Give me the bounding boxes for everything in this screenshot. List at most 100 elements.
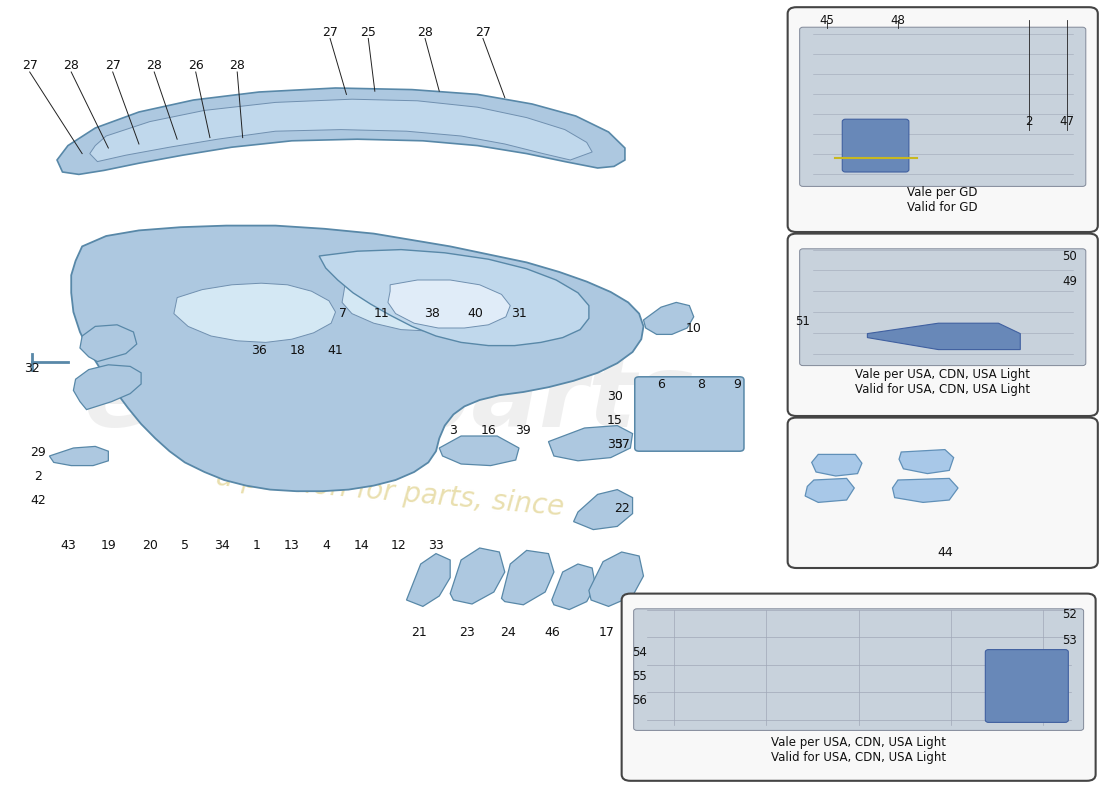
- Polygon shape: [57, 88, 625, 174]
- Text: 27: 27: [104, 59, 121, 72]
- Polygon shape: [50, 446, 109, 466]
- FancyBboxPatch shape: [635, 377, 744, 451]
- Text: 49: 49: [1062, 275, 1077, 288]
- Text: 14: 14: [354, 539, 370, 552]
- Polygon shape: [72, 226, 644, 491]
- FancyBboxPatch shape: [843, 119, 909, 172]
- Text: 23: 23: [459, 626, 474, 638]
- Text: 29: 29: [31, 446, 46, 458]
- FancyBboxPatch shape: [800, 249, 1086, 366]
- Text: 30: 30: [607, 390, 623, 402]
- Text: 44: 44: [937, 546, 953, 558]
- Text: 28: 28: [417, 26, 433, 38]
- Text: 55: 55: [631, 670, 647, 682]
- Text: 9: 9: [734, 378, 741, 390]
- Text: 48: 48: [891, 14, 905, 26]
- Text: 28: 28: [229, 59, 245, 72]
- Polygon shape: [319, 250, 588, 346]
- Text: 28: 28: [64, 59, 79, 72]
- Text: 40: 40: [468, 307, 483, 320]
- Text: 46: 46: [543, 626, 560, 638]
- Polygon shape: [502, 550, 554, 605]
- Text: 53: 53: [1062, 634, 1077, 646]
- Polygon shape: [644, 302, 694, 334]
- Text: 31: 31: [512, 307, 527, 320]
- Polygon shape: [174, 283, 336, 342]
- Text: a passion for parts, since: a passion for parts, since: [214, 463, 565, 521]
- FancyBboxPatch shape: [788, 418, 1098, 568]
- Text: 3: 3: [450, 424, 458, 437]
- Text: 18: 18: [289, 344, 305, 357]
- Text: 19: 19: [100, 539, 117, 552]
- Text: 2: 2: [34, 470, 43, 482]
- Text: 47: 47: [1059, 115, 1075, 128]
- Text: 37: 37: [614, 438, 629, 450]
- Text: 26: 26: [188, 59, 204, 72]
- Text: 13: 13: [284, 539, 299, 552]
- Text: 52: 52: [1062, 608, 1077, 621]
- Text: 38: 38: [424, 307, 440, 320]
- Text: 20: 20: [142, 539, 157, 552]
- Text: 34: 34: [214, 539, 230, 552]
- Text: 15: 15: [607, 414, 623, 426]
- Polygon shape: [899, 450, 954, 474]
- Text: Vale per USA, CDN, USA Light
Valid for USA, CDN, USA Light: Vale per USA, CDN, USA Light Valid for U…: [771, 736, 946, 765]
- Polygon shape: [892, 478, 958, 502]
- Text: 16: 16: [481, 424, 496, 437]
- Text: 10: 10: [685, 322, 702, 334]
- Text: 24: 24: [500, 626, 516, 638]
- Text: 7: 7: [339, 307, 348, 320]
- Text: eurosparts: eurosparts: [84, 351, 696, 449]
- Text: 17: 17: [598, 626, 614, 638]
- Polygon shape: [388, 280, 510, 328]
- Text: 22: 22: [614, 502, 629, 514]
- FancyBboxPatch shape: [621, 594, 1096, 781]
- FancyBboxPatch shape: [634, 609, 1084, 730]
- Text: 1: 1: [253, 539, 261, 552]
- Text: 35: 35: [607, 438, 623, 450]
- Text: 54: 54: [631, 646, 647, 658]
- Polygon shape: [812, 454, 862, 476]
- Text: 56: 56: [631, 694, 647, 706]
- Text: 27: 27: [475, 26, 491, 38]
- Text: 43: 43: [60, 539, 76, 552]
- Text: 33: 33: [428, 539, 444, 552]
- Polygon shape: [805, 478, 855, 502]
- Text: 39: 39: [516, 424, 531, 437]
- Text: 45: 45: [820, 14, 835, 26]
- Polygon shape: [74, 365, 141, 410]
- Text: 12: 12: [390, 539, 407, 552]
- Polygon shape: [439, 436, 519, 466]
- Text: 27: 27: [322, 26, 338, 38]
- Text: 2: 2: [1025, 115, 1033, 128]
- Text: 50: 50: [1062, 250, 1077, 262]
- Text: 4: 4: [322, 539, 331, 552]
- Text: Vale per GD
Valid for GD: Vale per GD Valid for GD: [908, 186, 978, 214]
- Text: 8: 8: [697, 378, 705, 390]
- Text: 21: 21: [410, 626, 427, 638]
- FancyBboxPatch shape: [788, 7, 1098, 232]
- Polygon shape: [868, 323, 1021, 350]
- FancyBboxPatch shape: [800, 27, 1086, 186]
- Text: Vale per USA, CDN, USA Light
Valid for USA, CDN, USA Light: Vale per USA, CDN, USA Light Valid for U…: [855, 367, 1031, 395]
- Text: 51: 51: [795, 315, 811, 328]
- FancyBboxPatch shape: [986, 650, 1068, 722]
- Polygon shape: [552, 564, 595, 610]
- Text: 11: 11: [374, 307, 389, 320]
- FancyBboxPatch shape: [788, 234, 1098, 416]
- Polygon shape: [342, 267, 513, 331]
- Text: 27: 27: [22, 59, 37, 72]
- Text: 42: 42: [31, 494, 46, 506]
- Polygon shape: [588, 552, 643, 606]
- Polygon shape: [80, 325, 136, 362]
- Polygon shape: [407, 554, 450, 606]
- Text: 41: 41: [328, 344, 343, 357]
- Text: 6: 6: [657, 378, 664, 390]
- Polygon shape: [450, 548, 505, 604]
- Text: 5: 5: [180, 539, 189, 552]
- Polygon shape: [573, 490, 632, 530]
- Polygon shape: [90, 99, 592, 162]
- Text: 32: 32: [24, 362, 40, 374]
- Text: 28: 28: [146, 59, 162, 72]
- Text: 25: 25: [361, 26, 376, 38]
